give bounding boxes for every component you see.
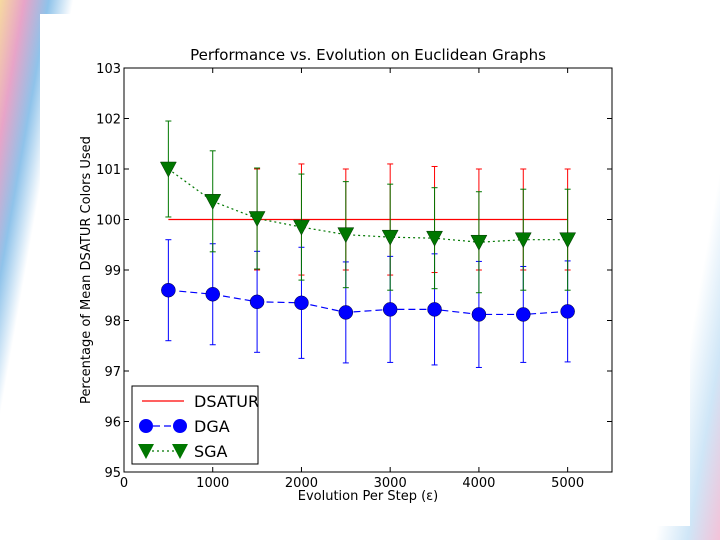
sga-point — [514, 232, 532, 249]
legend-dga-marker — [173, 419, 187, 433]
sga-point — [159, 161, 177, 178]
legend-dga-label: DGA — [194, 417, 230, 436]
y-tick-label: 99 — [104, 264, 121, 279]
dga-point — [560, 304, 575, 319]
dga-point — [205, 286, 220, 302]
legend-sga-label: SGA — [194, 442, 228, 461]
dga-point — [427, 302, 442, 317]
x-axis-label: Evolution Per Step (ε) — [298, 489, 439, 504]
y-tick-label: 97 — [104, 365, 121, 380]
legend-dga-marker — [139, 419, 153, 433]
y-axis-label: Percentage of Mean DSATUR Colors Used — [79, 136, 94, 404]
dga-point — [471, 307, 487, 322]
dga-point — [161, 282, 176, 298]
legend-sga-marker — [138, 444, 154, 459]
x-tick-label: 3000 — [374, 476, 407, 491]
y-tick-label: 103 — [96, 62, 121, 77]
sga-point — [204, 194, 222, 210]
x-tick-label: 0 — [120, 476, 128, 491]
x-tick-label: 5000 — [551, 476, 584, 491]
dga-point — [294, 295, 309, 311]
sga-series-line — [168, 168, 568, 243]
x-tick-label: 2000 — [285, 476, 318, 491]
sga-point — [293, 219, 310, 236]
legend-dsatur-label: DSATUR — [194, 392, 259, 411]
x-tick-label: 1000 — [196, 476, 229, 491]
y-tick-label: 96 — [104, 416, 121, 431]
y-tick-label: 100 — [96, 214, 121, 229]
y-tick-label: 95 — [104, 466, 121, 481]
sga-point — [337, 227, 355, 244]
y-tick-label: 101 — [96, 163, 121, 178]
sga-point — [381, 229, 399, 246]
sga-point — [248, 211, 266, 228]
sga-point — [426, 230, 443, 247]
y-tick-label: 98 — [104, 315, 121, 330]
dga-point — [338, 305, 354, 320]
sga-point — [559, 232, 577, 249]
y-tick-label: 102 — [96, 113, 121, 128]
legend: DSATUR DGA SGA — [131, 385, 259, 465]
x-tick-label: 4000 — [462, 476, 495, 491]
dga-series-line — [168, 289, 568, 316]
dga-point — [382, 302, 398, 317]
dga-point — [249, 294, 265, 310]
chart-title: Performance vs. Evolution on Euclidean G… — [190, 46, 546, 64]
legend-sga-marker — [172, 444, 188, 459]
plot-frame — [123, 67, 613, 473]
sga-point — [470, 234, 488, 251]
dga-point — [516, 307, 531, 322]
